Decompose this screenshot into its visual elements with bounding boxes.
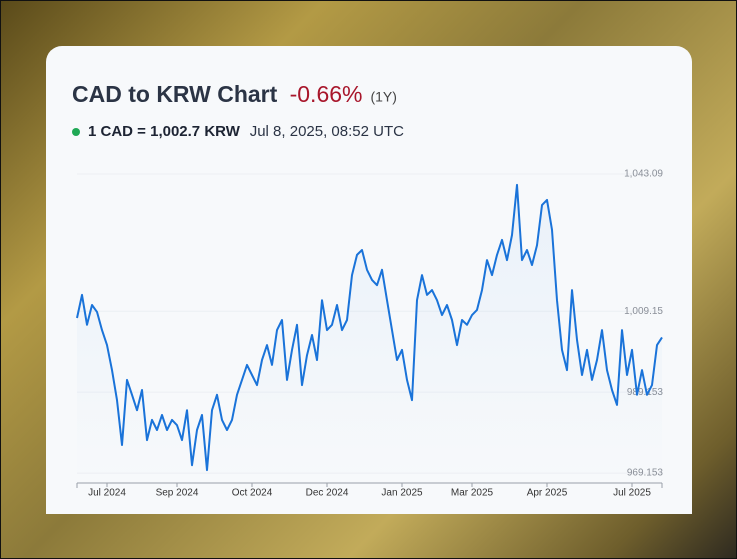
change: -0.66% xyxy=(290,81,363,107)
x-tick-label: Sep 2024 xyxy=(156,488,199,499)
x-tick-label: Jul 2024 xyxy=(88,488,126,499)
area-fill xyxy=(77,184,662,483)
rate: 1 CAD = 1,002.7 KRW xyxy=(88,123,241,140)
x-tick-label: Dec 2024 xyxy=(306,488,349,499)
chart-title: CAD to KRW Chart xyxy=(72,81,278,107)
x-tick-label: Apr 2025 xyxy=(527,488,568,499)
y-tick-label: 1,009.15 xyxy=(624,306,663,317)
x-tick-label: Oct 2024 xyxy=(232,488,273,499)
status-dot xyxy=(72,128,80,136)
period: (1Y) xyxy=(370,89,396,105)
y-tick-label: 1,043.09 xyxy=(624,169,663,180)
line xyxy=(76,183,663,472)
x-tick-label: Mar 2025 xyxy=(451,488,494,499)
timestamp: Jul 8, 2025, 08:52 UTC xyxy=(250,123,404,140)
x-tick-label: Jul 2025 xyxy=(613,488,651,499)
x-tick-label: Jan 2025 xyxy=(381,488,423,499)
